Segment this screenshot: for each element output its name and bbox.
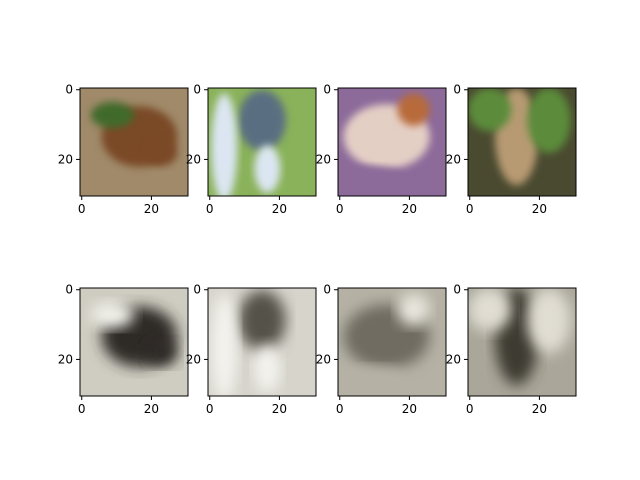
image-panel: 0 20 0 20 bbox=[186, 83, 317, 216]
image-region bbox=[468, 288, 512, 332]
image-content bbox=[468, 88, 576, 196]
y-tick-label: 0 bbox=[323, 83, 331, 97]
image-content bbox=[80, 288, 188, 396]
y-tick-label: 0 bbox=[323, 283, 331, 297]
image-region bbox=[397, 93, 430, 126]
y-tick-label: 0 bbox=[65, 83, 73, 97]
image-region bbox=[211, 93, 238, 196]
image-region bbox=[90, 302, 134, 328]
image-panel: 0 20 0 20 bbox=[316, 283, 447, 416]
x-tick-label: 20 bbox=[532, 402, 547, 416]
x-tick-label: 0 bbox=[336, 202, 344, 216]
y-tick-label: 0 bbox=[193, 283, 201, 297]
image-content bbox=[208, 88, 316, 196]
image-region bbox=[468, 88, 512, 132]
image-panel: 0 20 0 20 bbox=[186, 283, 317, 416]
image-region bbox=[238, 290, 286, 351]
x-tick-label: 20 bbox=[402, 402, 417, 416]
x-tick-label: 0 bbox=[78, 202, 86, 216]
x-tick-label: 20 bbox=[532, 202, 547, 216]
image-panel: 0 20 0 20 bbox=[446, 283, 577, 416]
x-tick-label: 0 bbox=[466, 402, 474, 416]
y-tick-label: 0 bbox=[65, 283, 73, 297]
x-tick-label: 0 bbox=[336, 402, 344, 416]
y-tick-label: 0 bbox=[453, 283, 461, 297]
y-tick-label: 20 bbox=[58, 152, 73, 166]
x-tick-label: 0 bbox=[206, 402, 214, 416]
x-tick-label: 20 bbox=[272, 202, 287, 216]
y-tick-label: 20 bbox=[58, 352, 73, 366]
x-tick-label: 20 bbox=[144, 202, 159, 216]
axes-frame bbox=[207, 87, 317, 197]
axes-frame bbox=[337, 287, 447, 397]
x-tick-label: 20 bbox=[402, 202, 417, 216]
image-content bbox=[338, 88, 446, 196]
image-region bbox=[338, 366, 409, 393]
image-region bbox=[527, 88, 571, 153]
y-tick-label: 20 bbox=[316, 352, 331, 366]
y-tick-label: 0 bbox=[453, 83, 461, 97]
image-panel: 0 20 0 20 bbox=[58, 83, 189, 216]
y-tick-label: 20 bbox=[186, 152, 201, 166]
axes-frame bbox=[467, 87, 577, 197]
image-region bbox=[397, 293, 430, 326]
image-region bbox=[338, 166, 409, 193]
image-region bbox=[254, 145, 281, 193]
x-tick-label: 0 bbox=[78, 402, 86, 416]
image-content bbox=[208, 288, 316, 396]
y-tick-label: 20 bbox=[446, 352, 461, 366]
axes-frame bbox=[207, 287, 317, 397]
image-region bbox=[90, 102, 134, 128]
image-region bbox=[144, 339, 178, 366]
image-content bbox=[338, 288, 446, 396]
axes-frame bbox=[467, 287, 577, 397]
x-tick-label: 0 bbox=[206, 202, 214, 216]
reconstructed-images: 0 20 0 20 0 20 0 20 0 20 0 20 0 20 0 20 bbox=[58, 283, 577, 416]
image-content bbox=[468, 288, 576, 396]
axes-frame bbox=[79, 87, 189, 197]
image-region bbox=[211, 293, 238, 396]
image-region bbox=[527, 288, 571, 353]
y-tick-label: 20 bbox=[186, 352, 201, 366]
image-panel: 0 20 0 20 bbox=[58, 283, 189, 416]
axes-frame bbox=[337, 87, 447, 197]
x-tick-label: 0 bbox=[466, 202, 474, 216]
y-tick-label: 20 bbox=[316, 152, 331, 166]
image-content bbox=[80, 88, 188, 196]
x-tick-label: 20 bbox=[272, 402, 287, 416]
y-tick-label: 20 bbox=[446, 152, 461, 166]
axes-frame bbox=[79, 287, 189, 397]
image-panel: 0 20 0 20 bbox=[316, 83, 447, 216]
image-region bbox=[144, 139, 178, 166]
original-images: 0 20 0 20 0 20 0 20 0 20 0 20 0 20 0 20 bbox=[58, 83, 577, 216]
image-region bbox=[254, 345, 281, 393]
image-panel: 0 20 0 20 bbox=[446, 83, 577, 216]
y-tick-label: 0 bbox=[193, 83, 201, 97]
x-tick-label: 20 bbox=[144, 402, 159, 416]
image-region bbox=[238, 90, 286, 151]
